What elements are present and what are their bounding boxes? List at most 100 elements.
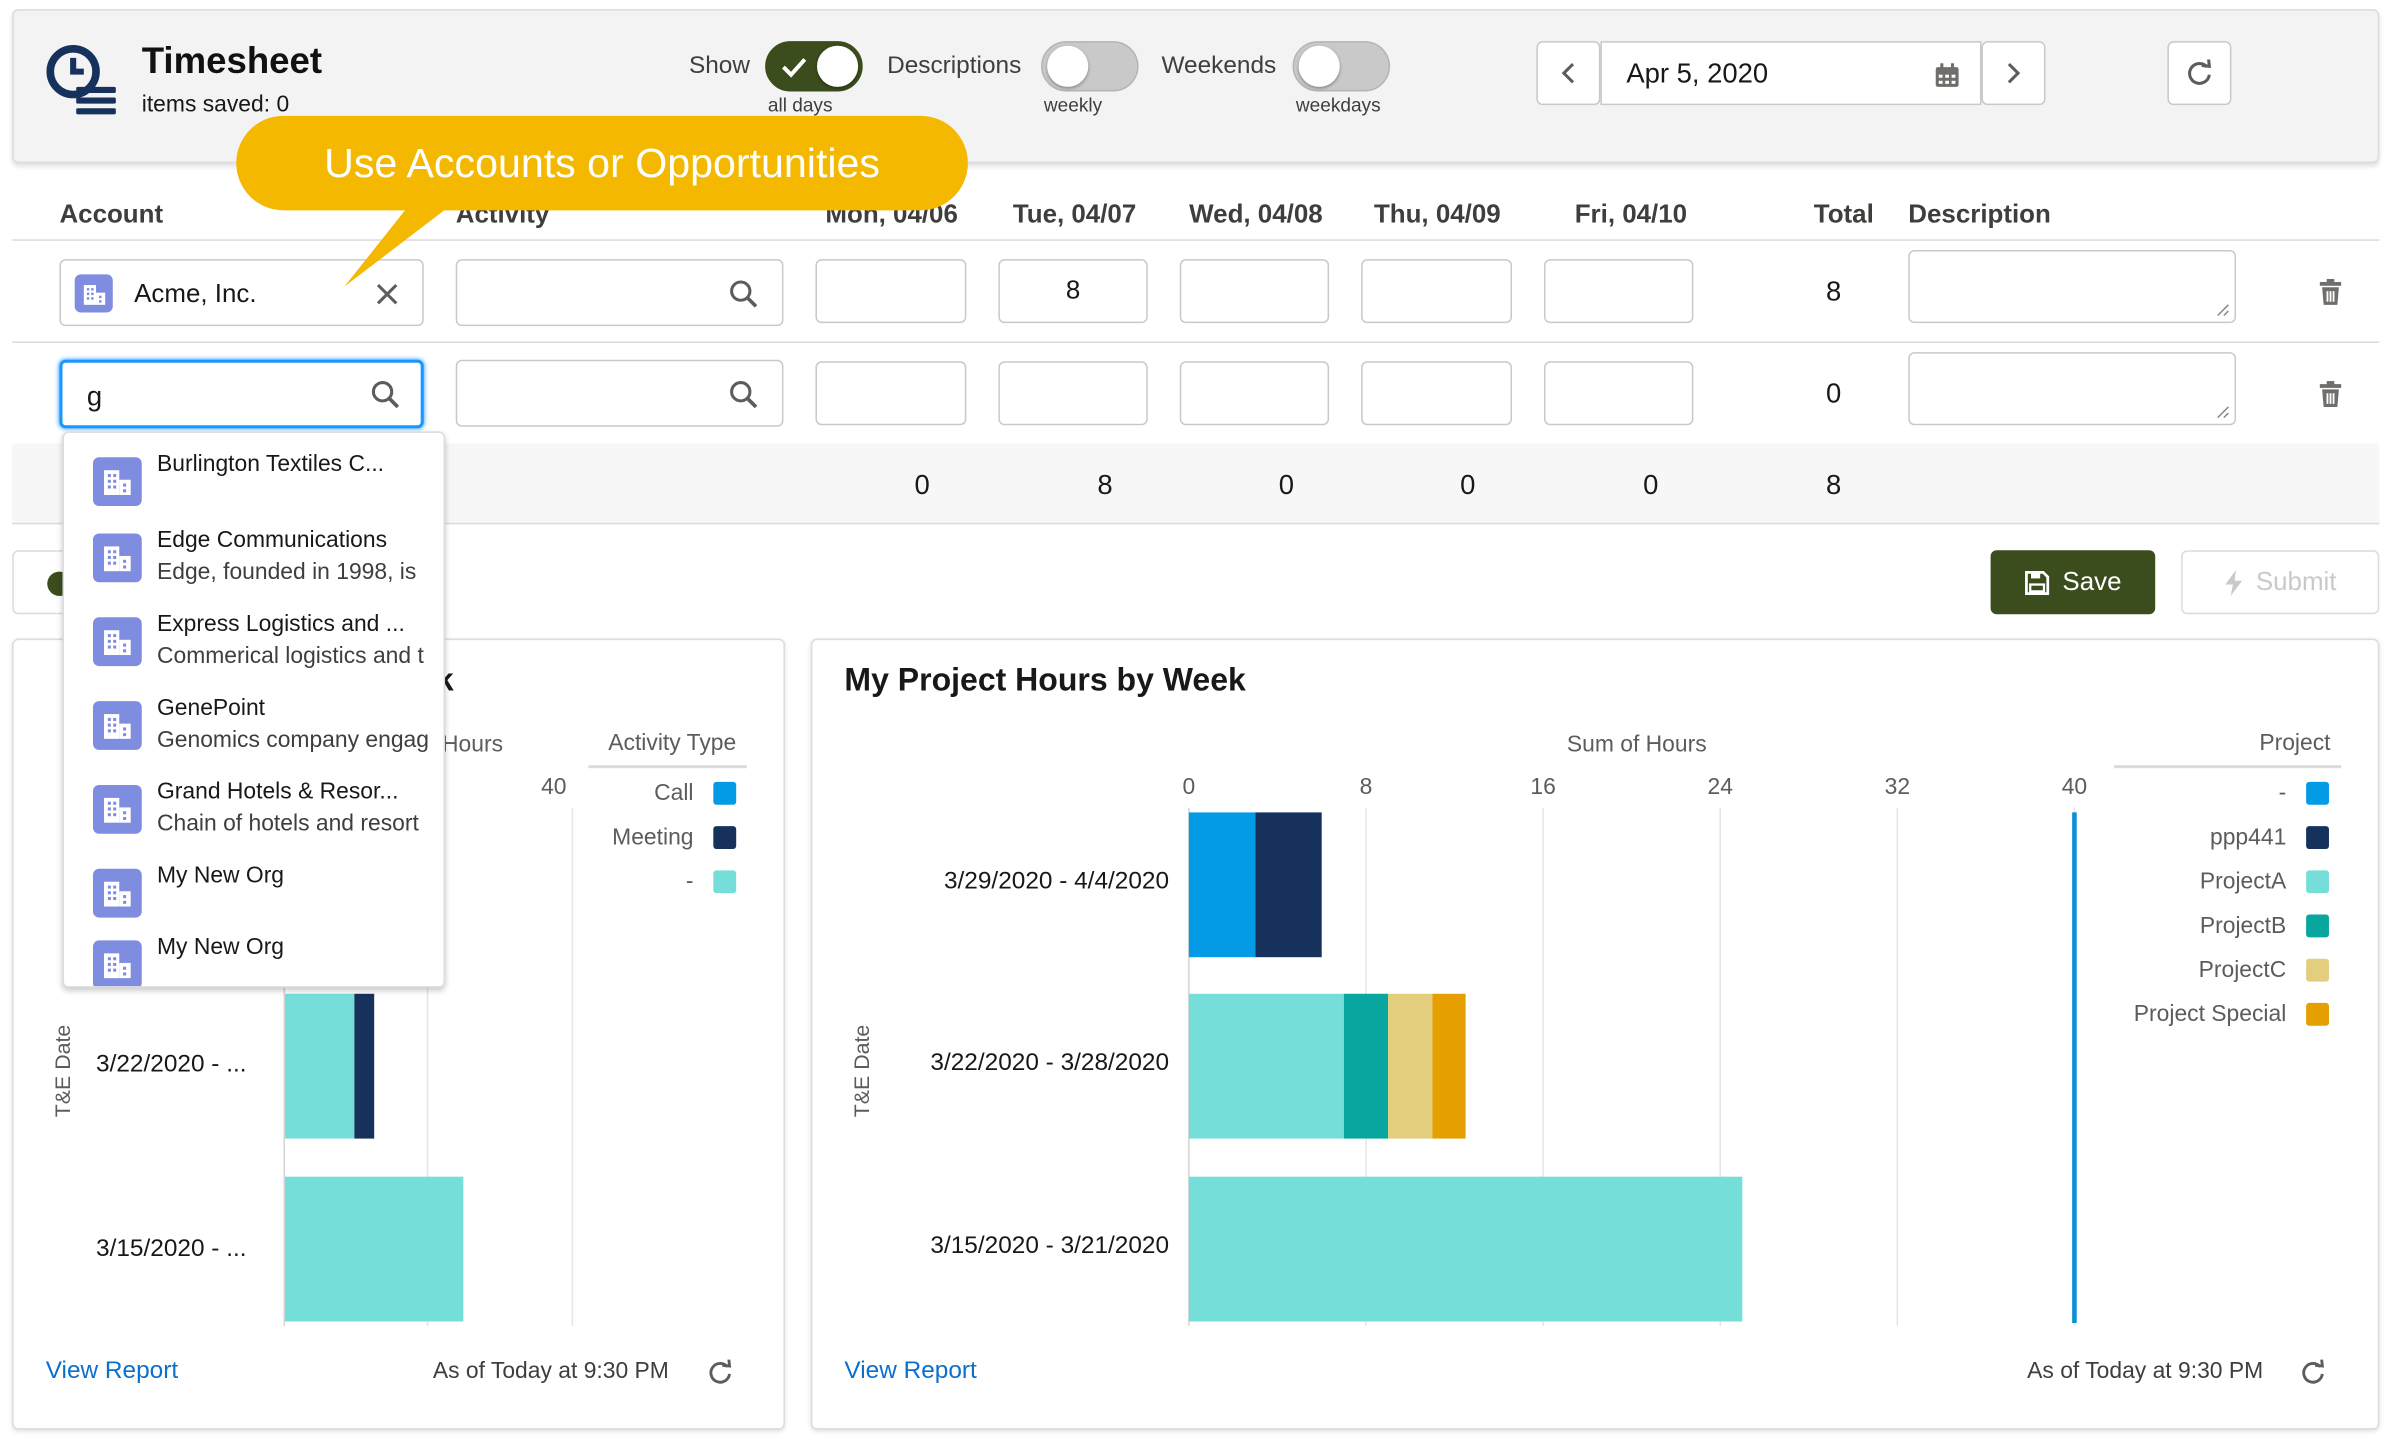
account-lookup-query: g bbox=[86, 381, 103, 412]
clear-icon[interactable] bbox=[373, 280, 400, 307]
right-chart-bars bbox=[1188, 807, 2077, 1327]
category-label: 3/29/2020 - 4/4/2020 bbox=[943, 868, 1170, 895]
category-label: 3/22/2020 - 3/28/2020 bbox=[930, 1050, 1170, 1077]
row-total: 8 bbox=[1825, 275, 1842, 307]
timesheet-logo-icon bbox=[43, 41, 122, 125]
hours-input[interactable]: 8 bbox=[998, 259, 1148, 324]
account-icon bbox=[92, 940, 142, 987]
left-x-axis-title: Hours bbox=[442, 731, 504, 758]
view-report-link[interactable]: View Report bbox=[45, 1358, 179, 1384]
right-legend-divider bbox=[2114, 765, 2342, 769]
account-option[interactable]: GenePoint Genomics company engag bbox=[64, 683, 444, 759]
hours-input[interactable] bbox=[1544, 361, 1694, 426]
as-of-timestamp: As of Today at 9:30 PM bbox=[2027, 1358, 2264, 1384]
account-option-name: My New Org bbox=[156, 862, 285, 889]
resize-handle-icon[interactable] bbox=[2215, 404, 2230, 419]
row-divider bbox=[12, 341, 2380, 343]
chevron-left-icon bbox=[1561, 62, 1575, 84]
x-tick-label: 24 bbox=[1707, 774, 1733, 801]
date-picker[interactable]: Apr 5, 2020 bbox=[1600, 41, 1982, 106]
description-textarea[interactable] bbox=[1908, 352, 2237, 426]
account-lookup-dropdown: Burlington Textiles C... Edge Communicati… bbox=[62, 431, 446, 988]
hours-input[interactable] bbox=[1179, 361, 1330, 426]
account-option[interactable]: My New Org bbox=[64, 922, 444, 987]
view-report-link[interactable]: View Report bbox=[844, 1358, 977, 1384]
account-icon bbox=[92, 868, 142, 918]
account-option-description: Genomics company engag bbox=[156, 727, 429, 753]
delete-icon[interactable] bbox=[2318, 278, 2342, 306]
refresh-icon[interactable] bbox=[2300, 1359, 2326, 1386]
refresh-button[interactable] bbox=[2167, 41, 2232, 106]
x-tick-label: 0 bbox=[1182, 774, 1196, 801]
descriptions-toggle[interactable] bbox=[1041, 41, 1139, 92]
legend-label: ProjectB bbox=[2199, 912, 2287, 939]
chevron-right-icon bbox=[2007, 62, 2021, 84]
left-legend-swatch bbox=[713, 826, 737, 849]
activity-lookup-input[interactable] bbox=[455, 359, 784, 427]
right-x-axis-title: Sum of Hours bbox=[1566, 731, 1707, 758]
save-icon bbox=[2025, 570, 2050, 595]
hours-input[interactable] bbox=[815, 361, 967, 426]
total-column-header: Total bbox=[1813, 199, 1874, 229]
search-icon bbox=[371, 381, 400, 409]
day-total: 0 bbox=[1460, 469, 1476, 500]
left-legend-label: Meeting bbox=[612, 824, 694, 851]
account-icon bbox=[74, 274, 113, 313]
hours-input[interactable] bbox=[815, 259, 967, 324]
account-option[interactable]: Grand Hotels & Resor... Chain of hotels a… bbox=[64, 767, 444, 843]
left-legend-divider bbox=[588, 765, 747, 769]
bar-segment bbox=[1188, 812, 1256, 958]
left-legend-swatch bbox=[713, 870, 737, 894]
row-total: 0 bbox=[1825, 378, 1842, 409]
previous-week-button[interactable] bbox=[1536, 41, 1601, 106]
hours-input[interactable] bbox=[1544, 259, 1694, 324]
show-toggle[interactable] bbox=[765, 41, 863, 92]
bar-segment bbox=[1188, 993, 1344, 1139]
refresh-icon bbox=[2188, 59, 2212, 85]
resize-handle-icon[interactable] bbox=[2215, 302, 2230, 317]
legend-label: ppp441 bbox=[2209, 824, 2287, 851]
account-icon bbox=[92, 701, 142, 750]
hours-input[interactable] bbox=[998, 361, 1148, 426]
bar-segment bbox=[1343, 993, 1389, 1139]
descriptions-toggle-label: Descriptions bbox=[887, 53, 1022, 80]
weekends-toggle[interactable] bbox=[1292, 41, 1391, 92]
descriptions-toggle-sub: weekly bbox=[1043, 94, 1103, 116]
legend-swatch bbox=[2306, 958, 2329, 982]
hours-input[interactable] bbox=[1179, 259, 1330, 324]
show-toggle-label: Show bbox=[688, 53, 750, 80]
check-icon bbox=[782, 58, 807, 78]
next-week-button[interactable] bbox=[1981, 41, 2046, 106]
weekends-toggle-label: Weekends bbox=[1161, 53, 1277, 80]
account-lookup-selected[interactable]: Acme, Inc. bbox=[59, 259, 424, 327]
account-option[interactable]: Edge Communications Edge, founded in 1998… bbox=[64, 515, 444, 591]
legend-swatch bbox=[2306, 781, 2329, 805]
account-option-name: Grand Hotels & Resor... bbox=[156, 778, 399, 805]
bar-segment bbox=[1255, 812, 1322, 958]
calendar-icon[interactable] bbox=[1934, 62, 1960, 88]
save-button[interactable]: Save bbox=[1990, 550, 2156, 615]
account-lookup-input[interactable]: g bbox=[59, 359, 424, 429]
search-icon bbox=[730, 280, 758, 308]
callout-bubble: Use Accounts or Opportunities bbox=[236, 115, 968, 211]
description-textarea[interactable] bbox=[1908, 249, 2237, 324]
refresh-icon[interactable] bbox=[707, 1359, 733, 1386]
account-option-name: My New Org bbox=[156, 934, 285, 961]
activity-lookup-input[interactable] bbox=[455, 259, 784, 327]
bar-segment bbox=[354, 993, 375, 1139]
hours-input[interactable] bbox=[1361, 361, 1513, 426]
day-column-header: Thu, 04/09 bbox=[1373, 199, 1501, 229]
submit-button[interactable]: Submit bbox=[2181, 550, 2380, 615]
left-category-label: 3/15/2020 - ... bbox=[96, 1236, 247, 1263]
account-option[interactable]: My New Org bbox=[64, 851, 444, 927]
lightning-icon bbox=[2225, 569, 2243, 596]
legend-label: ProjectC bbox=[2198, 957, 2287, 984]
account-option[interactable]: Express Logistics and ... Commerical logi… bbox=[64, 599, 444, 675]
category-label: 3/15/2020 - 3/21/2020 bbox=[930, 1233, 1170, 1259]
date-picker-value: Apr 5, 2020 bbox=[1626, 57, 1769, 89]
hours-input[interactable] bbox=[1361, 259, 1513, 324]
bar-segment bbox=[1188, 1176, 1743, 1322]
account-option[interactable]: Burlington Textiles C... bbox=[64, 439, 444, 515]
delete-icon[interactable] bbox=[2318, 381, 2342, 408]
submit-button-label: Submit bbox=[2255, 567, 2337, 596]
